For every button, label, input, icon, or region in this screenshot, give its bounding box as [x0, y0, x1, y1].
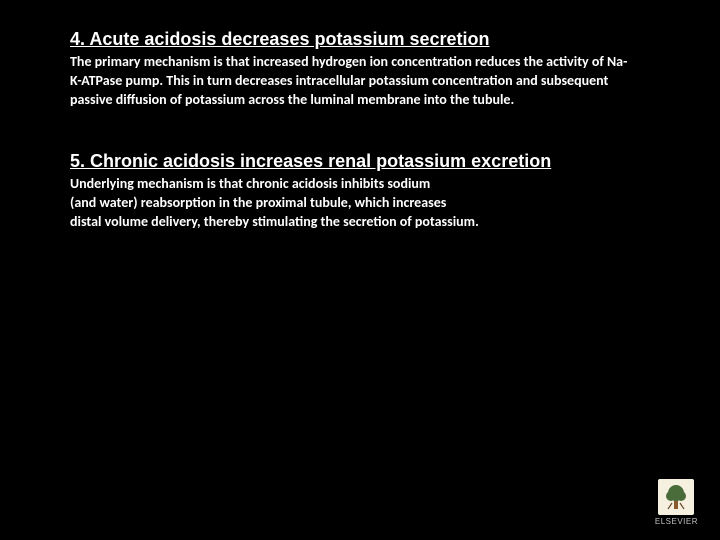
section-4: 4. Acute acidosis decreases potassium se… [70, 28, 650, 110]
elsevier-tree-icon [658, 479, 694, 515]
publisher-logo-label: ELSEVIER [655, 517, 698, 526]
section-5-body: Underlying mechanism is that chronic aci… [70, 175, 630, 232]
section-5: 5. Chronic acidosis increases renal pota… [70, 150, 650, 232]
publisher-logo: ELSEVIER [655, 479, 698, 526]
section-5-heading: 5. Chronic acidosis increases renal pota… [70, 150, 650, 173]
section-4-heading: 4. Acute acidosis decreases potassium se… [70, 28, 650, 51]
section-4-body: The primary mechanism is that increased … [70, 53, 630, 110]
slide-container: 4. Acute acidosis decreases potassium se… [0, 0, 720, 540]
